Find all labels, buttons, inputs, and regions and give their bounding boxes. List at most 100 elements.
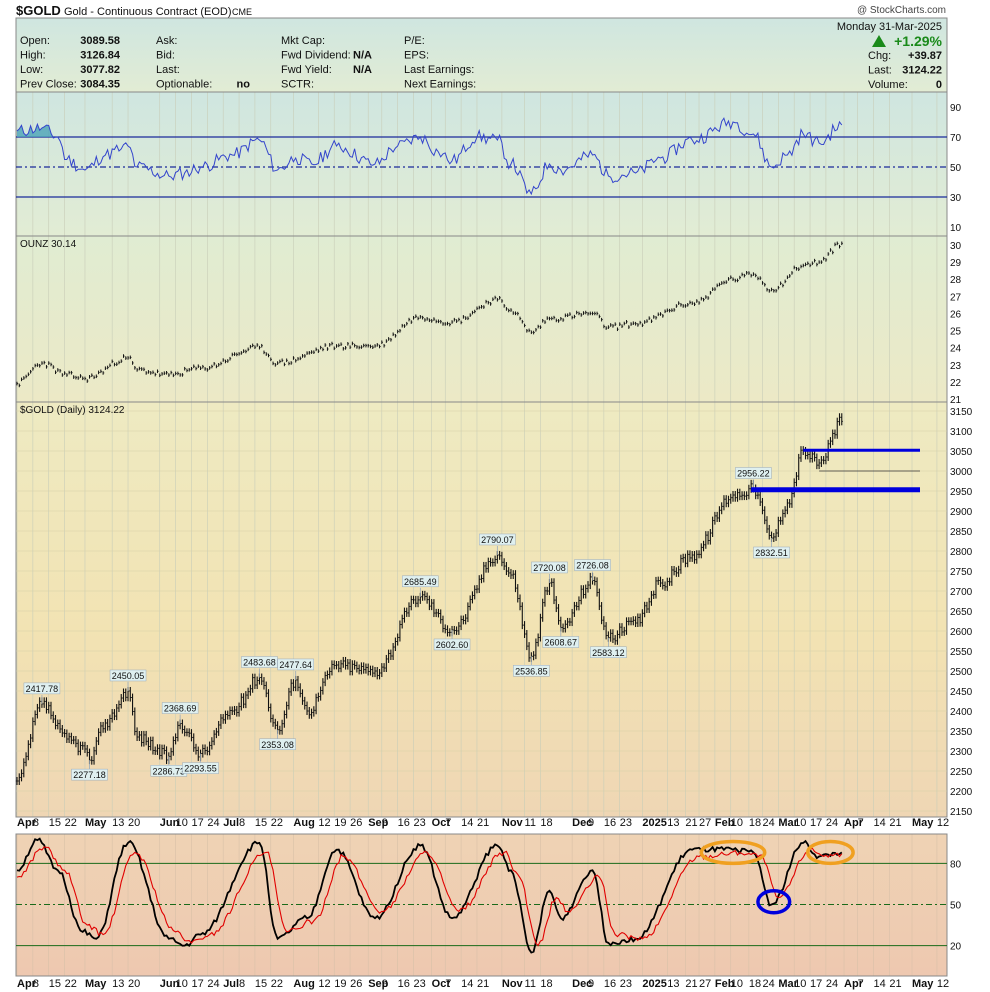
x-axis-label: 22 xyxy=(271,978,283,990)
x-axis-label: 21 xyxy=(889,978,901,990)
x-axis-label: 17 xyxy=(191,817,203,829)
price-label: 2608.67 xyxy=(545,638,578,648)
header-right-value: 3124.22 xyxy=(902,65,942,77)
price-label: 2286.73 xyxy=(153,766,186,776)
rsi-tick-label: 30 xyxy=(950,193,962,204)
price-label-box xyxy=(109,669,147,682)
price-tick-label: 2300 xyxy=(950,747,973,758)
header-right-value: +39.87 xyxy=(908,50,942,62)
x-axis-label: 8 xyxy=(33,978,39,990)
x-axis-label: 27 xyxy=(699,817,711,829)
price-label-box xyxy=(277,658,314,671)
x-axis-label: 10 xyxy=(794,978,806,990)
ratio-series-ounz xyxy=(16,241,843,388)
stoch-annotation-ellipse xyxy=(806,839,855,866)
price-tick-label: 2150 xyxy=(950,807,973,818)
x-axis-label: 27 xyxy=(699,978,711,990)
price-label: 2477.64 xyxy=(279,660,312,670)
x-axis-label: 19 xyxy=(334,978,346,990)
price-tick-label: 2250 xyxy=(950,767,973,778)
x-axis-label: 16 xyxy=(398,978,410,990)
header-right-label: Last: xyxy=(868,65,892,77)
price-label-box xyxy=(513,665,550,677)
stoch-tick-label: 80 xyxy=(950,859,962,870)
price-tick-label: 2650 xyxy=(950,607,973,618)
x-axis-label: 18 xyxy=(540,978,552,990)
x-axis-label: 15 xyxy=(49,978,61,990)
price-label: 2536.85 xyxy=(515,666,548,676)
x-axis-label: May xyxy=(85,817,107,829)
x-axis-label: 8 xyxy=(239,978,245,990)
x-axis-label: May xyxy=(912,817,934,829)
header-fields: Open: 3089.58 High: 3126.84 Low: 3077.82Prev … xyxy=(20,35,942,91)
x-axis-label: Oct xyxy=(432,978,451,990)
chart-name: Gold - Continuous Contract (EOD) xyxy=(64,6,232,18)
stoch-annotation-ellipse xyxy=(699,839,767,866)
x-axis-label: 17 xyxy=(810,817,822,829)
header-field-label: P/E: xyxy=(404,35,425,47)
x-axis-label: Aug xyxy=(293,817,314,829)
ratio-axis: 30 29 28 27 26 25 24 23 22 21 xyxy=(950,241,962,406)
rsi-panel-background xyxy=(16,92,947,236)
price-label-box xyxy=(71,768,108,781)
x-axis-label: 15 xyxy=(255,978,267,990)
price-tick-label: 3050 xyxy=(950,447,973,458)
price-label-box xyxy=(23,682,61,695)
x-axis-label: 9 xyxy=(588,978,594,990)
price-label-box xyxy=(590,646,627,659)
ratio-tick-label: 25 xyxy=(950,327,962,338)
stoch-axis: 80 50 20 xyxy=(16,859,962,953)
price-label-box xyxy=(753,546,790,559)
header-field-value: 3126.84 xyxy=(80,50,121,62)
price-label-box xyxy=(161,702,199,714)
x-axis-label: Jul xyxy=(223,817,239,829)
x-axis-label: Aug xyxy=(293,978,314,990)
price-tick-label: 2750 xyxy=(950,567,973,578)
x-axis-label: 23 xyxy=(620,817,632,829)
price-label-box xyxy=(433,638,471,651)
x-axis-label: 10 xyxy=(176,978,188,990)
price-tick-label: 2200 xyxy=(950,787,973,798)
watermark: @ StockCharts.com xyxy=(857,5,946,16)
panels-border xyxy=(15,17,948,818)
price-series xyxy=(15,413,843,785)
x-axis-label: Nov xyxy=(502,817,524,829)
plot-layers: 9070503010302928272625242322213150310030… xyxy=(15,103,973,954)
stoch-tick-label: 50 xyxy=(950,901,962,912)
x-axis-label: 18 xyxy=(749,978,761,990)
x-axis-label: 11 xyxy=(525,978,536,990)
price-label: 2726.08 xyxy=(576,561,609,571)
x-axis-label: Feb xyxy=(715,817,735,829)
x-axis-label: 22 xyxy=(65,978,77,990)
rsi-overbought-fill xyxy=(17,124,74,137)
x-axis-label: 18 xyxy=(540,817,552,829)
stoch-annotation-ellipse xyxy=(756,889,792,915)
header-field-value: 3077.82 xyxy=(80,64,120,76)
header-field-label: Optionable: xyxy=(156,79,212,91)
x-axis-label: 15 xyxy=(255,817,267,829)
x-axis-label: 24 xyxy=(207,978,219,990)
up-arrow-icon xyxy=(872,35,886,47)
x-axis-label: 11 xyxy=(525,817,536,829)
x-axis-label: 12 xyxy=(937,817,949,829)
price-tick-label: 3150 xyxy=(950,407,973,418)
price-tick-label: 2550 xyxy=(950,647,973,658)
header-right-label: Volume: xyxy=(868,79,908,91)
x-axis-label: Dec xyxy=(572,978,592,990)
x-axis-label: 10 xyxy=(731,817,743,829)
x-axis-label: 23 xyxy=(620,978,632,990)
x-axis-label: May xyxy=(85,978,107,990)
rsi-tick-label: 70 xyxy=(950,133,962,144)
x-axis-label: 17 xyxy=(191,978,203,990)
x-axis-label: 10 xyxy=(731,978,743,990)
x-axis-label: Sep xyxy=(368,978,388,990)
x-axis-label: Nov xyxy=(502,978,524,990)
x-axis-label: 13 xyxy=(112,817,124,829)
x-axis-label: 10 xyxy=(176,817,188,829)
price-label: 2832.51 xyxy=(755,548,788,558)
ratio-tick-label: 22 xyxy=(950,378,962,389)
price-label: 2293.55 xyxy=(184,764,217,774)
header-field-label: Last: xyxy=(156,64,180,76)
price-tick-label: 2950 xyxy=(950,487,973,498)
x-axis: AprApr8815152222MayMay13132020JunJun1010… xyxy=(17,817,949,990)
